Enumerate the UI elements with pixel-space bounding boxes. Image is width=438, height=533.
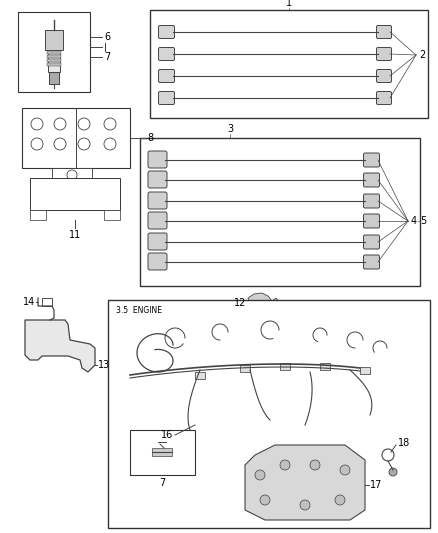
Bar: [130, 430, 194, 475]
Text: 18: 18: [397, 438, 410, 448]
Circle shape: [78, 118, 90, 130]
Circle shape: [339, 465, 349, 475]
Circle shape: [54, 118, 66, 130]
Bar: [194, 372, 205, 379]
Bar: [319, 363, 329, 370]
Circle shape: [279, 460, 290, 470]
FancyBboxPatch shape: [376, 26, 391, 38]
FancyBboxPatch shape: [158, 69, 174, 83]
Text: 3: 3: [226, 124, 233, 134]
Bar: [108, 300, 429, 528]
Polygon shape: [247, 293, 279, 313]
Text: 4: 4: [410, 216, 416, 226]
Circle shape: [334, 495, 344, 505]
FancyBboxPatch shape: [148, 171, 166, 188]
Bar: [47, 51, 61, 53]
Circle shape: [259, 495, 269, 505]
FancyBboxPatch shape: [158, 26, 174, 38]
Polygon shape: [25, 320, 95, 372]
FancyBboxPatch shape: [148, 151, 166, 168]
FancyBboxPatch shape: [363, 255, 378, 269]
Text: 14: 14: [23, 297, 35, 307]
Text: 8: 8: [147, 133, 153, 143]
Text: 6: 6: [104, 32, 110, 42]
Text: 11: 11: [69, 230, 81, 240]
FancyBboxPatch shape: [158, 47, 174, 61]
Circle shape: [299, 500, 309, 510]
FancyBboxPatch shape: [158, 92, 174, 104]
Bar: [47, 63, 61, 66]
Bar: [48, 50, 60, 72]
Bar: [104, 210, 120, 220]
FancyBboxPatch shape: [148, 192, 166, 209]
FancyBboxPatch shape: [376, 69, 391, 83]
Circle shape: [254, 470, 265, 480]
Bar: [30, 210, 46, 220]
Bar: [30, 178, 120, 210]
Bar: [42, 298, 52, 306]
Bar: [150, 10, 427, 118]
Circle shape: [388, 468, 396, 476]
FancyBboxPatch shape: [363, 173, 378, 187]
Text: 3.5  ENGINE: 3.5 ENGINE: [116, 306, 162, 315]
Text: 12: 12: [233, 298, 245, 308]
FancyBboxPatch shape: [363, 153, 378, 167]
Bar: [240, 365, 249, 372]
Circle shape: [31, 138, 43, 150]
FancyBboxPatch shape: [363, 235, 378, 249]
Bar: [22, 108, 130, 168]
Text: |: |: [104, 43, 106, 52]
FancyBboxPatch shape: [363, 214, 378, 228]
Circle shape: [104, 138, 116, 150]
Text: 17: 17: [369, 480, 381, 490]
Bar: [359, 367, 369, 374]
Text: 2: 2: [418, 50, 424, 60]
Bar: [47, 55, 61, 58]
Polygon shape: [244, 445, 364, 520]
Circle shape: [78, 138, 90, 150]
FancyBboxPatch shape: [376, 92, 391, 104]
Bar: [45, 30, 63, 50]
FancyBboxPatch shape: [363, 194, 378, 208]
Text: 16: 16: [160, 430, 173, 440]
Bar: [47, 59, 61, 61]
Bar: [18, 12, 90, 92]
Bar: [279, 363, 290, 370]
Bar: [140, 138, 419, 286]
FancyBboxPatch shape: [148, 233, 166, 250]
Circle shape: [309, 460, 319, 470]
Text: 1: 1: [285, 0, 291, 8]
FancyBboxPatch shape: [376, 47, 391, 61]
Circle shape: [104, 118, 116, 130]
Circle shape: [31, 118, 43, 130]
Circle shape: [54, 138, 66, 150]
Circle shape: [67, 170, 77, 180]
FancyBboxPatch shape: [148, 253, 166, 270]
Bar: [152, 448, 172, 456]
Text: 13: 13: [98, 360, 110, 370]
Text: 5: 5: [419, 216, 425, 226]
Bar: [49, 72, 59, 84]
Bar: [52, 168, 92, 182]
Text: 7: 7: [159, 478, 165, 488]
FancyBboxPatch shape: [148, 212, 166, 229]
Circle shape: [381, 449, 393, 461]
Text: 7: 7: [104, 52, 110, 62]
